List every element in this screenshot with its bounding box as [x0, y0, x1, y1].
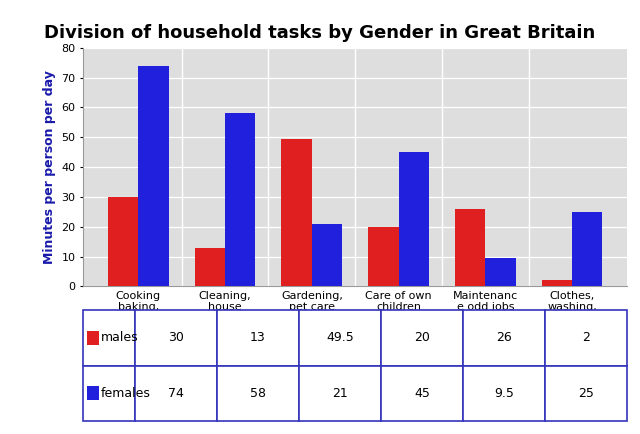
Text: males: males [101, 332, 139, 345]
Text: 20: 20 [414, 332, 430, 345]
Text: 9.5: 9.5 [494, 387, 514, 400]
Bar [225, 113, 255, 286]
Text: 45: 45 [414, 387, 430, 400]
Bar [195, 248, 225, 286]
Bar [541, 280, 572, 286]
Text: females: females [101, 387, 151, 400]
Text: Division of household tasks by Gender in Great Britain: Division of household tasks by Gender in… [44, 24, 596, 42]
Bar [572, 212, 602, 286]
Text: 49.5: 49.5 [326, 332, 354, 345]
Bar [368, 227, 399, 286]
Bar [485, 258, 516, 286]
Bar [108, 197, 138, 286]
Y-axis label: Minutes per person per day: Minutes per person per day [43, 70, 56, 264]
Bar [138, 66, 169, 286]
Text: 26: 26 [496, 332, 512, 345]
Text: 30: 30 [168, 332, 184, 345]
Text: 2: 2 [582, 332, 590, 345]
Text: 13: 13 [250, 332, 266, 345]
Bar [455, 209, 485, 286]
Text: 58: 58 [250, 387, 266, 400]
Bar [399, 152, 429, 286]
Text: 21: 21 [332, 387, 348, 400]
Text: 25: 25 [578, 387, 594, 400]
Bar [282, 139, 312, 286]
Bar [312, 224, 342, 286]
Text: 74: 74 [168, 387, 184, 400]
